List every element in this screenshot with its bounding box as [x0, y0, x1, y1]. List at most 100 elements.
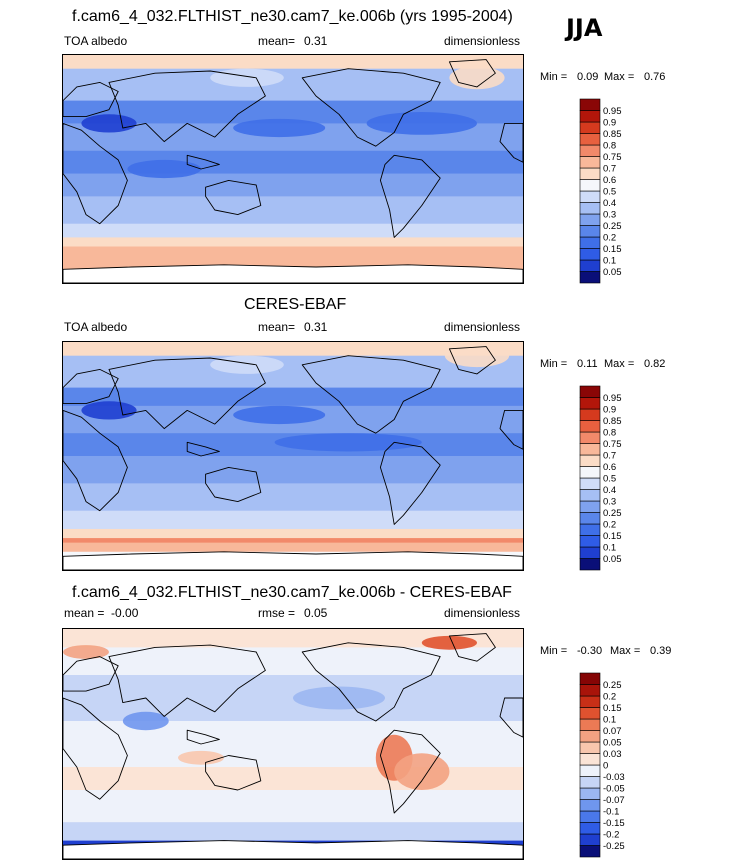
colorbar-tick-label: 0.8 [603, 141, 616, 152]
colorbar-box [579, 225, 601, 238]
colorbar-tick-label: 0.95 [603, 393, 622, 404]
colorbar-box [579, 133, 601, 146]
contour-region [449, 66, 505, 90]
contour-band [63, 822, 523, 842]
colorbar-box [579, 466, 601, 479]
colorbar-box [579, 477, 601, 490]
coastline-africa [63, 122, 128, 225]
coastline-europe [63, 656, 119, 692]
colorbar-box [579, 259, 601, 272]
contour-region [210, 68, 284, 87]
colorbar-tick-label: -0.25 [603, 841, 625, 852]
panel-1-min-value: 0.09 [577, 71, 599, 83]
coastline-indonesia [186, 729, 220, 745]
coastline-antarctica [63, 551, 523, 570]
panel-2-variable-label: TOA albedo [64, 320, 128, 334]
colorbar-tick-label: 0.5 [603, 187, 616, 198]
colorbar-tick-label: 0.05 [603, 267, 622, 278]
contour-region [444, 344, 510, 368]
coastline-greenland [448, 59, 496, 88]
colorbar-tick-label: -0.15 [603, 818, 625, 829]
colorbar-tick-label: 0.05 [603, 554, 622, 565]
contour-region [81, 401, 137, 420]
colorbar-box [579, 248, 601, 261]
colorbar-tick-label: 0.6 [603, 175, 616, 186]
contour-region [81, 114, 137, 133]
panel-3-max-value: 0.39 [650, 645, 672, 657]
colorbar-box [579, 236, 601, 249]
panel-3-rmse-value: 0.05 [304, 606, 328, 620]
contour-band [63, 55, 523, 70]
coastline-north-america [301, 355, 441, 434]
panel-3-min-label: Min = [540, 645, 568, 657]
colorbar-tick-label: 0.1 [603, 543, 616, 554]
colorbar-box [579, 672, 601, 685]
contour-band [63, 68, 523, 102]
colorbar-box [579, 454, 601, 467]
colorbar-tick-label: 0.15 [603, 703, 622, 714]
colorbar-tick-label: 0.5 [603, 474, 616, 485]
colorbar-tick-label: 0.4 [603, 485, 616, 496]
colorbar-box [579, 833, 601, 846]
colorbar-box [579, 787, 601, 800]
coastline-asia [108, 357, 266, 430]
colorbar-box [579, 110, 601, 123]
panel-1-map [62, 54, 524, 284]
colorbar-tick-label: 0.25 [603, 508, 622, 519]
panel-2-units: dimensionless [444, 320, 521, 334]
panel-1-title: f.cam6_4_032.FLTHIST_ne30.cam7_ke.006b (… [72, 8, 513, 25]
colorbar-tick-label: 0.7 [603, 451, 616, 462]
colorbar-tick-label: 0.3 [603, 497, 616, 508]
colorbar-box [579, 385, 601, 398]
colorbar-tick-label: 0.85 [603, 416, 622, 427]
coastline-antarctica [63, 840, 523, 859]
contour-band [63, 767, 523, 791]
colorbar-tick-label: 0.95 [603, 106, 622, 117]
colorbar-box [579, 443, 601, 456]
colorbar-tick-label: 0.2 [603, 692, 616, 703]
coastline-europe [63, 368, 119, 405]
panel-3-max-label: Max = [610, 645, 641, 657]
colorbar-tick-label: 0.85 [603, 129, 622, 140]
colorbar-tick-label: 0.3 [603, 210, 616, 221]
panel-3-map [62, 628, 524, 860]
colorbar-box [579, 695, 601, 708]
contour-band [63, 223, 523, 238]
colorbar-box [579, 523, 601, 536]
colorbar-box [579, 489, 601, 502]
coastline-australia [205, 179, 262, 216]
colorbar-box [579, 535, 601, 548]
coastline-south-america [379, 441, 441, 525]
colorbar-tick-label: 0.25 [603, 221, 622, 232]
contour-band [63, 629, 523, 648]
contour-band [63, 355, 523, 389]
colorbar-tick-label: -0.2 [603, 830, 619, 841]
panel-1-variable-label: TOA albedo [64, 34, 128, 48]
panel-1-max-label: Max = [604, 71, 635, 83]
contour-region [233, 405, 326, 425]
coastline-africa-west [499, 409, 523, 450]
colorbar-tick-label: 0 [603, 761, 608, 772]
colorbar-box [579, 822, 601, 835]
contour-band [63, 196, 523, 225]
contour-region [233, 118, 326, 138]
contour-band [63, 510, 523, 530]
coastline-indonesia [186, 154, 220, 170]
colorbar-box [579, 512, 601, 525]
colorbar-tick-label: 0.1 [603, 256, 616, 267]
colorbar-box [579, 730, 601, 743]
contour-region [210, 355, 284, 374]
colorbar-box [579, 202, 601, 215]
panel-2-mean-value: 0.31 [304, 320, 328, 334]
colorbar-box [579, 500, 601, 513]
contour-region [366, 112, 477, 135]
contour-region [63, 645, 109, 659]
panel-2-min-label: Min = [540, 358, 568, 370]
colorbar-box [579, 707, 601, 720]
contour-band [63, 542, 523, 553]
colorbar-tick-label: 0.2 [603, 520, 616, 531]
panel-1-units: dimensionless [444, 34, 521, 48]
contour-region [394, 753, 450, 790]
contour-region [293, 686, 385, 710]
colorbar-box [579, 741, 601, 754]
